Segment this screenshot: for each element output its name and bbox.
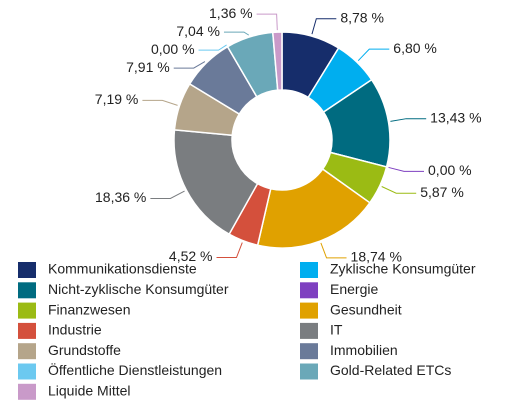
legend-label: Grundstoffe <box>48 342 121 358</box>
legend-swatch <box>300 363 318 380</box>
leader-line <box>173 61 206 69</box>
legend-label: Kommunikationsdienste <box>48 261 197 277</box>
data-label: 13,43 % <box>430 109 481 125</box>
data-label: 0,00 % <box>428 162 472 178</box>
data-label: 7,19 % <box>95 91 139 107</box>
legend-swatch <box>300 322 318 339</box>
data-label: 5,87 % <box>420 184 464 200</box>
legend-swatch <box>18 383 36 400</box>
leader-line <box>381 186 417 194</box>
legend-swatch <box>18 343 36 360</box>
legend-swatch <box>18 282 36 299</box>
data-label: 1,36 % <box>209 5 253 21</box>
legend-label: Gesundheit <box>330 301 402 317</box>
data-label: 7,04 % <box>176 23 220 39</box>
legend-swatch <box>300 282 318 299</box>
leader-line <box>256 13 278 31</box>
legend-swatch <box>18 262 36 278</box>
legend-label: Nicht-zyklische Konsumgüter <box>48 281 229 297</box>
leader-line <box>216 242 243 258</box>
data-label: 8,78 % <box>340 9 384 25</box>
legend-label: Immobilien <box>330 342 398 358</box>
legend-swatch <box>18 302 36 319</box>
leader-line <box>198 44 227 51</box>
legend-label: Gold-Related ETCs <box>330 362 451 378</box>
donut-slice <box>173 129 259 236</box>
legend-label: Zyklische Konsumgüter <box>330 261 476 277</box>
data-label: 0,00 % <box>151 41 195 57</box>
leader-line <box>150 190 185 199</box>
leader-line <box>390 118 427 122</box>
legend-label: Energie <box>330 281 378 297</box>
legend-swatch <box>18 363 36 380</box>
data-label: 18,74 % <box>351 249 402 265</box>
legend-label: Liquide Mittel <box>48 383 131 399</box>
donut-slice <box>256 168 371 249</box>
leader-line <box>357 48 390 62</box>
data-label: 18,36 % <box>95 189 146 205</box>
legend-swatch <box>300 343 318 360</box>
legend-swatch <box>18 322 36 339</box>
legend-label: Industrie <box>48 322 102 338</box>
leader-line <box>223 31 250 36</box>
legend-label: IT <box>330 322 343 338</box>
data-label: 6,80 % <box>393 40 437 56</box>
leader-line <box>320 242 347 259</box>
legend-swatch <box>300 262 318 278</box>
legend-label: Öffentliche Dienstleistungen <box>48 361 222 378</box>
donut-slice <box>271 31 283 91</box>
leader-line <box>388 166 425 172</box>
data-label: 7,91 % <box>126 59 170 75</box>
legend-label: Finanzwesen <box>48 301 131 317</box>
legend-swatch <box>300 302 318 319</box>
data-label: 4,52 % <box>169 248 213 264</box>
leader-line <box>142 99 178 106</box>
leader-line <box>311 18 337 35</box>
